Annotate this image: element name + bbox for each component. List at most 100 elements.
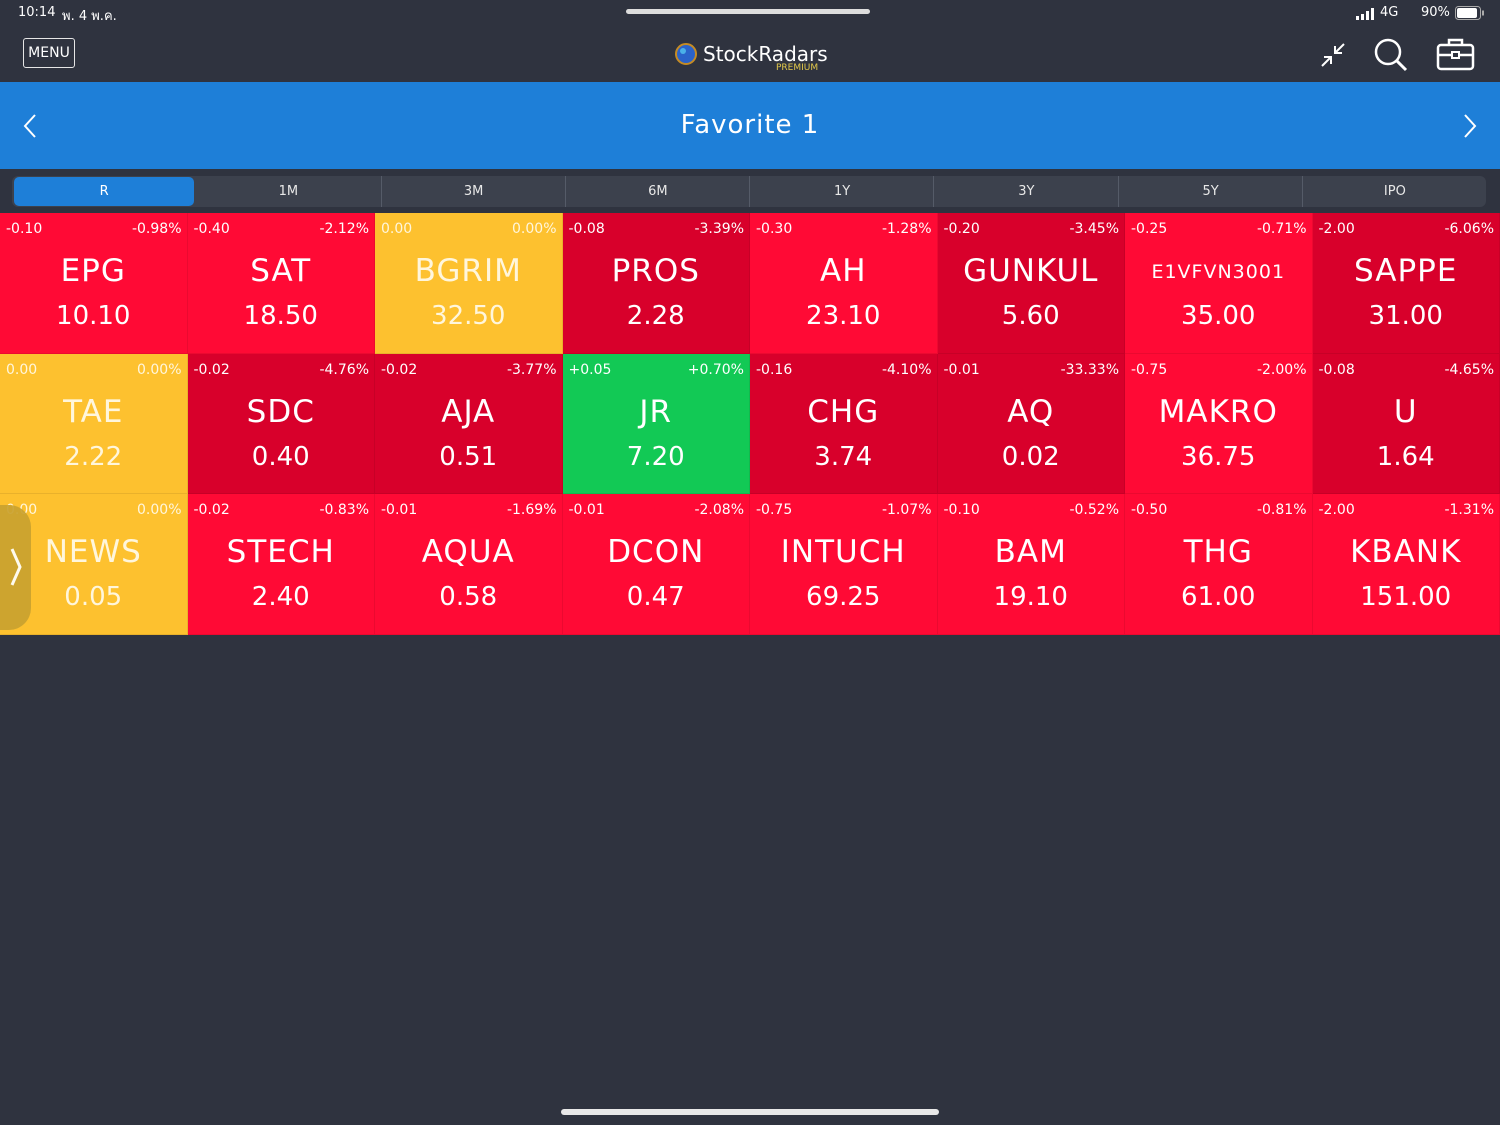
stock-tile[interactable]: -0.10 -0.98% EPG 10.10 [0, 213, 188, 354]
stock-tile[interactable]: -0.75 -2.00% MAKRO 36.75 [1125, 353, 1313, 495]
percent-change: -3.39% [694, 221, 744, 237]
percent-change: -1.31% [1444, 502, 1494, 519]
percent-change: -0.52% [1069, 502, 1119, 519]
period-tab[interactable]: 1Y [749, 176, 934, 207]
price-change: -0.16 [756, 361, 793, 378]
search-button[interactable] [1373, 37, 1409, 73]
stock-tile[interactable]: -0.08 -4.65% U 1.64 [1312, 353, 1500, 495]
price-change: -0.01 [381, 502, 418, 519]
price-change: -0.75 [1131, 361, 1168, 378]
price-change: -0.30 [756, 221, 793, 237]
network: 4G [1380, 5, 1399, 20]
next-button[interactable] [1460, 112, 1480, 140]
stock-symbol: MAKRO [1158, 393, 1278, 430]
portfolio-button[interactable] [1436, 37, 1476, 71]
stock-tile[interactable]: +0.05 +0.70% JR 7.20 [562, 353, 750, 495]
stock-price: 0.47 [626, 582, 685, 613]
stock-symbol: AQ [1007, 393, 1055, 430]
percent-change: -1.28% [881, 221, 932, 237]
brand: StockRadars [703, 42, 828, 66]
price-change: -0.10 [943, 502, 980, 519]
period-tab[interactable]: IPO [1301, 176, 1487, 207]
stock-tile[interactable]: 0.00 0.00% TAE 2.22 [0, 353, 188, 495]
battery-icon [1455, 6, 1484, 20]
stock-tile[interactable]: -2.00 -1.31% KBANK 151.00 [1312, 494, 1500, 635]
stock-symbol: DCON [607, 534, 705, 571]
logo [675, 43, 697, 65]
stock-tile[interactable]: -0.01 -1.69% AQUA 0.58 [375, 494, 563, 635]
price-change: +0.05 [568, 361, 612, 378]
stock-price: 32.50 [431, 301, 506, 331]
stock-price: 69.25 [806, 582, 881, 613]
stock-price: 10.10 [56, 301, 131, 331]
stock-tile[interactable]: -0.50 -0.81% THG 61.00 [1125, 494, 1313, 635]
stock-tile[interactable]: -0.01 -33.33% AQ 0.02 [937, 353, 1125, 495]
stock-price: 2.40 [251, 582, 310, 613]
percent-change: -2.08% [694, 502, 744, 519]
stock-tile[interactable]: -0.08 -3.39% PROS 2.28 [562, 213, 750, 354]
percent-change: -3.45% [1069, 221, 1119, 237]
stock-symbol: CHG [807, 393, 880, 430]
stock-tile[interactable]: -0.01 -2.08% DCON 0.47 [562, 494, 750, 635]
stock-tile[interactable]: -0.10 -0.52% BAM 19.10 [937, 494, 1125, 635]
stock-price: 31.00 [1368, 301, 1443, 331]
stock-symbol: TAE [63, 393, 124, 430]
stock-tile[interactable]: -0.75 -1.07% INTUCH 69.25 [750, 494, 938, 635]
percent-change: 0.00% [137, 361, 182, 378]
side-drawer-handle[interactable] [0, 505, 31, 630]
stock-symbol: SAT [250, 253, 312, 289]
list-title: Favorite 1 [680, 110, 820, 140]
stock-tile[interactable]: 0.00 0.00% BGRIM 32.50 [375, 213, 563, 354]
price-change: -0.40 [193, 221, 230, 237]
stock-tile[interactable]: -0.16 -4.10% CHG 3.74 [750, 353, 938, 495]
menu-button[interactable]: MENU [23, 38, 75, 68]
stock-price: 3.74 [814, 441, 873, 472]
price-change: -0.08 [568, 221, 605, 237]
list-header: Favorite 1 [0, 82, 1500, 169]
stock-symbol: AJA [441, 393, 496, 430]
stock-tile[interactable]: -0.02 -0.83% STECH 2.40 [187, 494, 375, 635]
prev-button[interactable] [20, 112, 40, 140]
stock-symbol: E1VFVN3001 [1151, 261, 1286, 283]
collapse-button[interactable] [1318, 40, 1348, 70]
percent-change: -2.12% [319, 221, 369, 237]
period-tab[interactable]: 6M [564, 176, 750, 207]
stock-symbol: GUNKUL [963, 253, 1099, 289]
percent-change: -0.83% [319, 502, 369, 519]
period-tab[interactable]: 3M [380, 176, 566, 207]
stock-symbol: INTUCH [780, 534, 906, 571]
home-indicator [561, 1109, 939, 1115]
stock-symbol: PROS [611, 253, 700, 289]
price-change: -2.00 [1318, 221, 1355, 237]
stock-tile[interactable]: -0.02 -3.77% AJA 0.51 [375, 353, 563, 495]
stock-tile[interactable]: -0.25 -0.71% E1VFVN3001 35.00 [1125, 213, 1313, 354]
stock-price: 36.75 [1181, 441, 1256, 472]
stock-price: 151.00 [1360, 582, 1452, 613]
stock-price: 0.02 [1001, 441, 1060, 472]
stock-price: 1.64 [1376, 441, 1435, 472]
stock-tile[interactable]: -0.30 -1.28% AH 23.10 [750, 213, 938, 354]
price-change: 0.00 [381, 221, 413, 237]
stock-tile[interactable]: -0.40 -2.12% SAT 18.50 [187, 213, 375, 354]
stock-price: 0.58 [439, 582, 498, 613]
percent-change: -0.98% [131, 221, 182, 237]
stock-price: 0.51 [439, 441, 498, 472]
date: พ. 4 พ.ค. [62, 9, 117, 24]
period-tab[interactable]: 1M [278, 184, 299, 199]
heatmap-grid: -0.10 -0.98% EPG 10.10 -0.40 -2.12% SAT 18.50 0.… [0, 213, 1500, 635]
period-tab[interactable]: 3Y [933, 176, 1118, 207]
stock-price: 7.20 [626, 441, 685, 472]
stock-tile[interactable]: -0.02 -4.76% SDC 0.40 [187, 353, 375, 495]
stock-symbol: NEWS [44, 534, 142, 571]
stock-tile[interactable]: -2.00 -6.06% SAPPE 31.00 [1312, 213, 1500, 354]
stock-tile[interactable]: -0.20 -3.45% GUNKUL 5.60 [937, 213, 1125, 354]
stock-symbol: BGRIM [414, 253, 522, 289]
stock-price: 2.22 [64, 441, 123, 472]
period-tab[interactable]: R [14, 177, 195, 206]
stock-symbol: EPG [60, 253, 126, 289]
price-change: 0.00 [6, 361, 38, 378]
period-tab[interactable]: 5Y [1117, 176, 1303, 207]
stock-symbol: SDC [246, 393, 315, 430]
